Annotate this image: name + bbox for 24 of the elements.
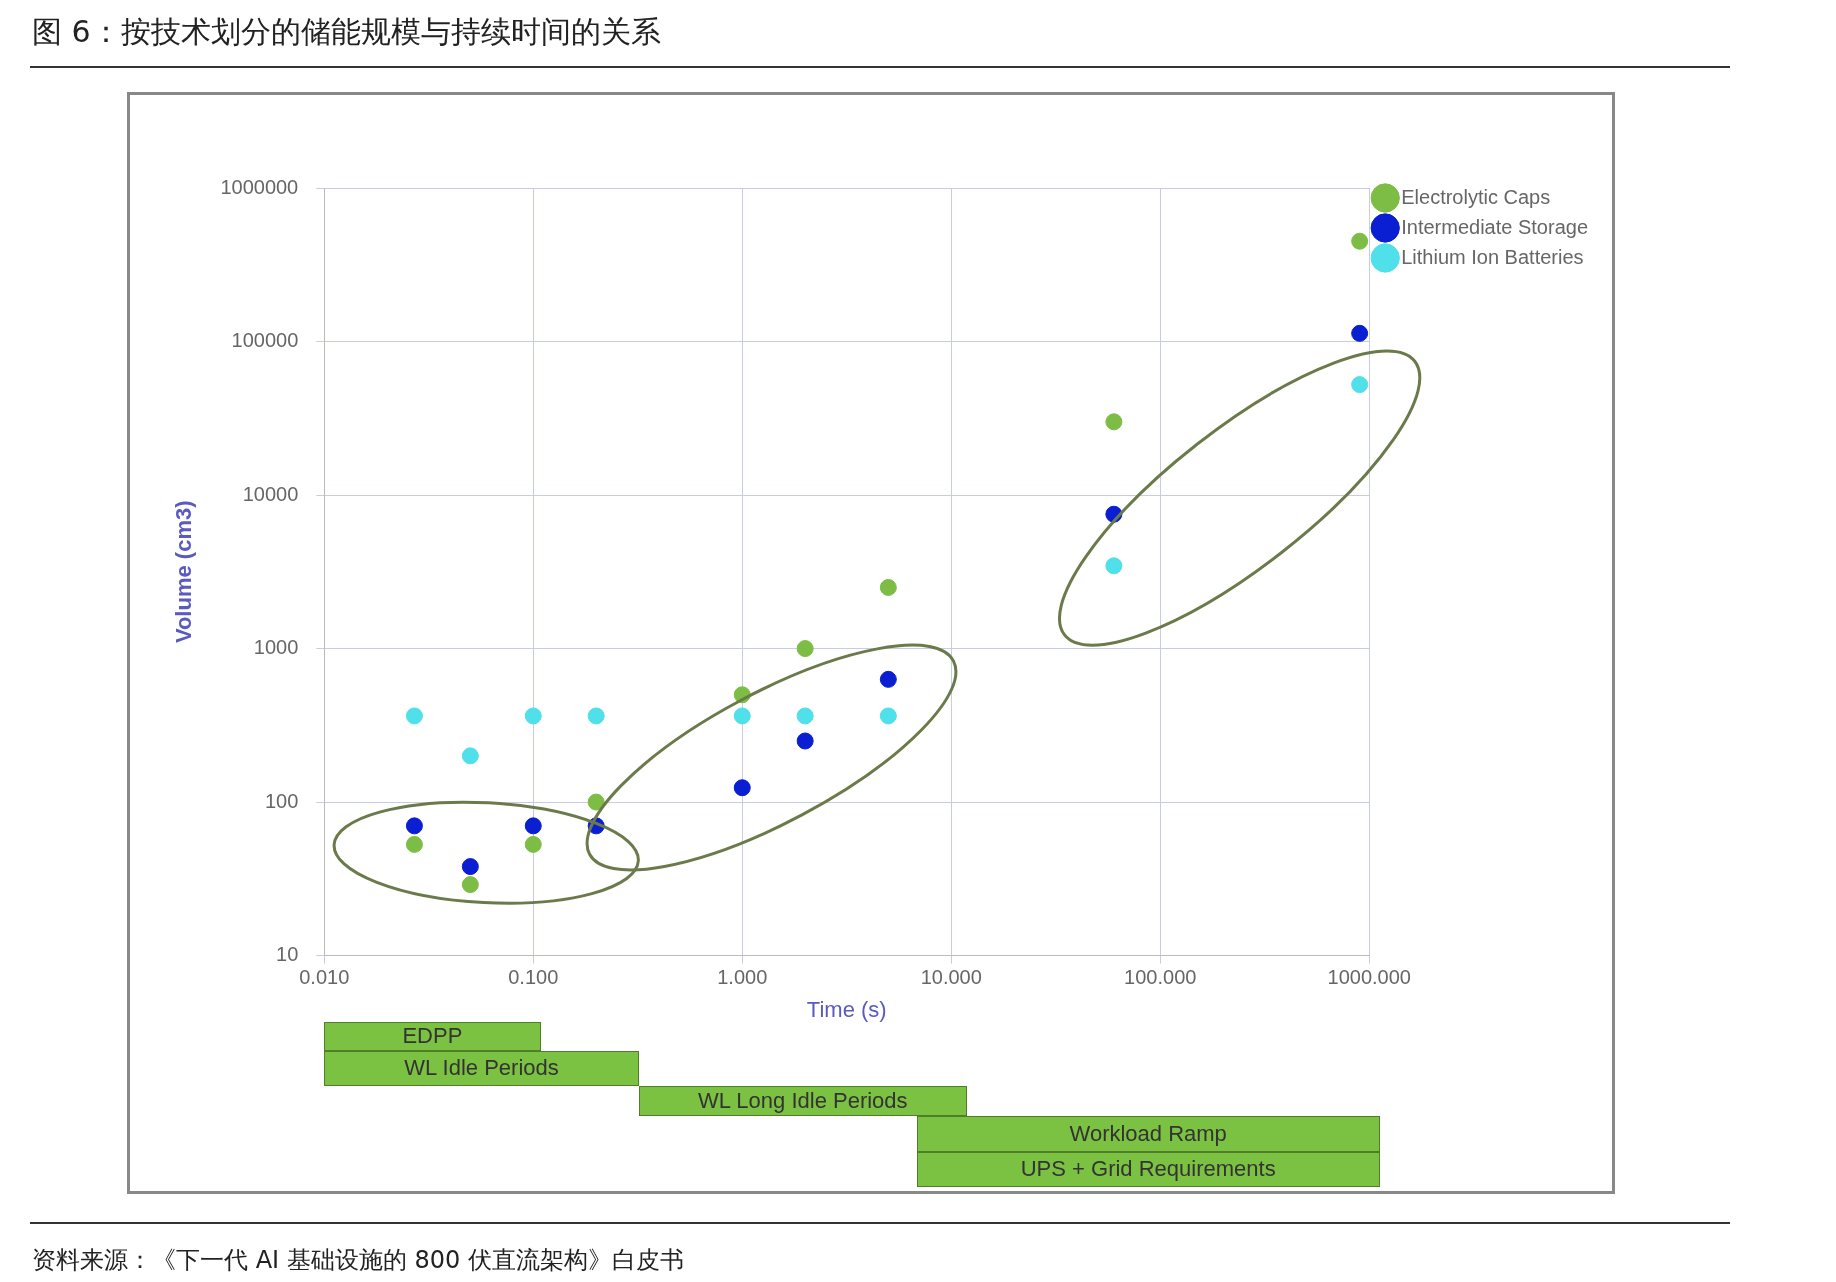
y-axis-title: Volume (cm3)	[171, 500, 197, 644]
y-tick-label: 10	[276, 943, 299, 966]
legend-label: Lithium Ion Batteries	[1401, 245, 1584, 268]
text: Workload Ramp	[916, 1115, 1380, 1152]
x-axis-title: Time (s)	[806, 996, 887, 1022]
chart-title: 图 6：按技术划分的储能规模与持续时间的关系	[32, 13, 661, 51]
x-tick-label: 0.010	[299, 966, 350, 989]
x-tick-label: 10.000	[920, 966, 982, 989]
x-tick-label: 1000.000	[1327, 966, 1411, 989]
x-tick-label: 0.100	[508, 966, 559, 989]
y-tick-label: 1000	[253, 636, 299, 659]
text: WL Long Idle Periods	[638, 1085, 967, 1116]
y-tick-label: 10000	[242, 482, 299, 505]
text: UPS + Grid Requirements	[916, 1151, 1380, 1187]
x-tick-label: 1.000	[717, 966, 768, 989]
text: WL Idle Periods	[324, 1050, 639, 1086]
y-tick-label: 1000000	[220, 175, 299, 198]
legend-label: Electrolytic Caps	[1401, 185, 1551, 208]
legend-label: Intermediate Storage	[1401, 215, 1588, 238]
y-tick-label: 100	[264, 789, 299, 812]
y-tick-label: 100000	[231, 329, 299, 352]
text: EDPP	[324, 1021, 541, 1051]
x-tick-label: 100.000	[1124, 966, 1197, 989]
text: 资料来源：《下一代 AI 基础设施的 800 伏直流架构》白皮书	[32, 1245, 684, 1276]
